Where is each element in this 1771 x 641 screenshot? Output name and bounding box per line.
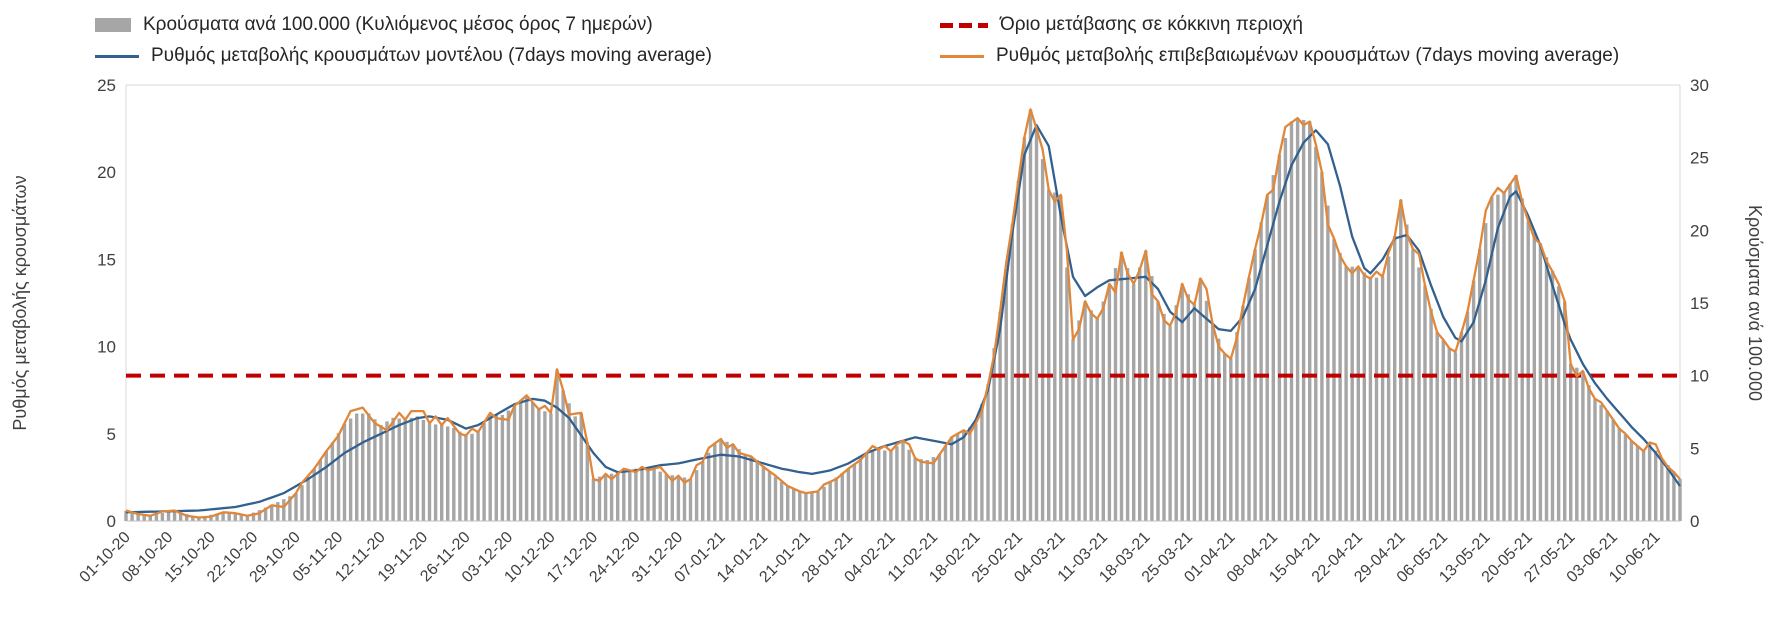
legend-item-confirmed-rate: Ρυθμός μεταβολής επιβεβαιωμένων κρουσμάτ… [940, 45, 1761, 67]
model-line-swatch-icon [95, 54, 139, 58]
legend-label-model-rate: Ρυθμός μεταβολής κρουσμάτων μοντέλου (7d… [151, 45, 712, 66]
right-axis-tick-label: 25 [1690, 149, 1709, 168]
legend: Κρούσματα ανά 100.000 (Κυλιόμενος μέσος … [0, 0, 1771, 69]
left-axis-tick-label: 0 [107, 512, 116, 531]
chart-plot-area: 051015202505101520253001-10-2008-10-2015… [10, 76, 1765, 586]
legend-label-cases-bars: Κρούσματα ανά 100.000 (Κυλιόμενος μέσος … [143, 14, 653, 35]
left-axis-tick-label: 5 [107, 425, 116, 444]
legend-item-threshold: Όριο μετάβασης σε κόκκινη περιοχή [940, 14, 1761, 36]
legend-item-cases-bars: Κρούσματα ανά 100.000 (Κυλιόμενος μέσος … [95, 14, 940, 36]
plot-layer: 051015202505101520253001-10-2008-10-2015… [77, 76, 1709, 586]
bar-series-swatch-icon [95, 18, 131, 32]
legend-label-confirmed-rate: Ρυθμός μεταβολής επιβεβαιωμένων κρουσμάτ… [996, 45, 1620, 66]
left-axis-tick-label: 10 [97, 338, 116, 357]
right-axis-tick-label: 15 [1690, 294, 1709, 313]
bars-series [124, 109, 1682, 522]
right-axis-title: Κρούσματα ανά 100.000 [1745, 205, 1765, 401]
right-axis-tick-label: 10 [1690, 367, 1709, 386]
legend-label-threshold: Όριο μετάβασης σε κόκκινη περιοχή [1000, 14, 1303, 35]
left-axis-title: Ρυθμός μεταβολής κρουσμάτων [10, 175, 30, 430]
left-axis-tick-label: 20 [97, 163, 116, 182]
right-axis-tick-label: 5 [1690, 439, 1699, 458]
threshold-dashed-line-swatch-icon [940, 22, 988, 28]
left-axis-tick-label: 15 [97, 250, 116, 269]
right-axis-tick-label: 0 [1690, 512, 1699, 531]
right-axis-tick-label: 30 [1690, 76, 1709, 95]
confirmed-line-swatch-icon [940, 54, 984, 58]
left-axis-tick-label: 25 [97, 76, 116, 95]
right-axis-tick-label: 20 [1690, 221, 1709, 240]
legend-item-model-rate: Ρυθμός μεταβολής κρουσμάτων μοντέλου (7d… [95, 45, 940, 67]
confirmed-line [125, 108, 1681, 519]
